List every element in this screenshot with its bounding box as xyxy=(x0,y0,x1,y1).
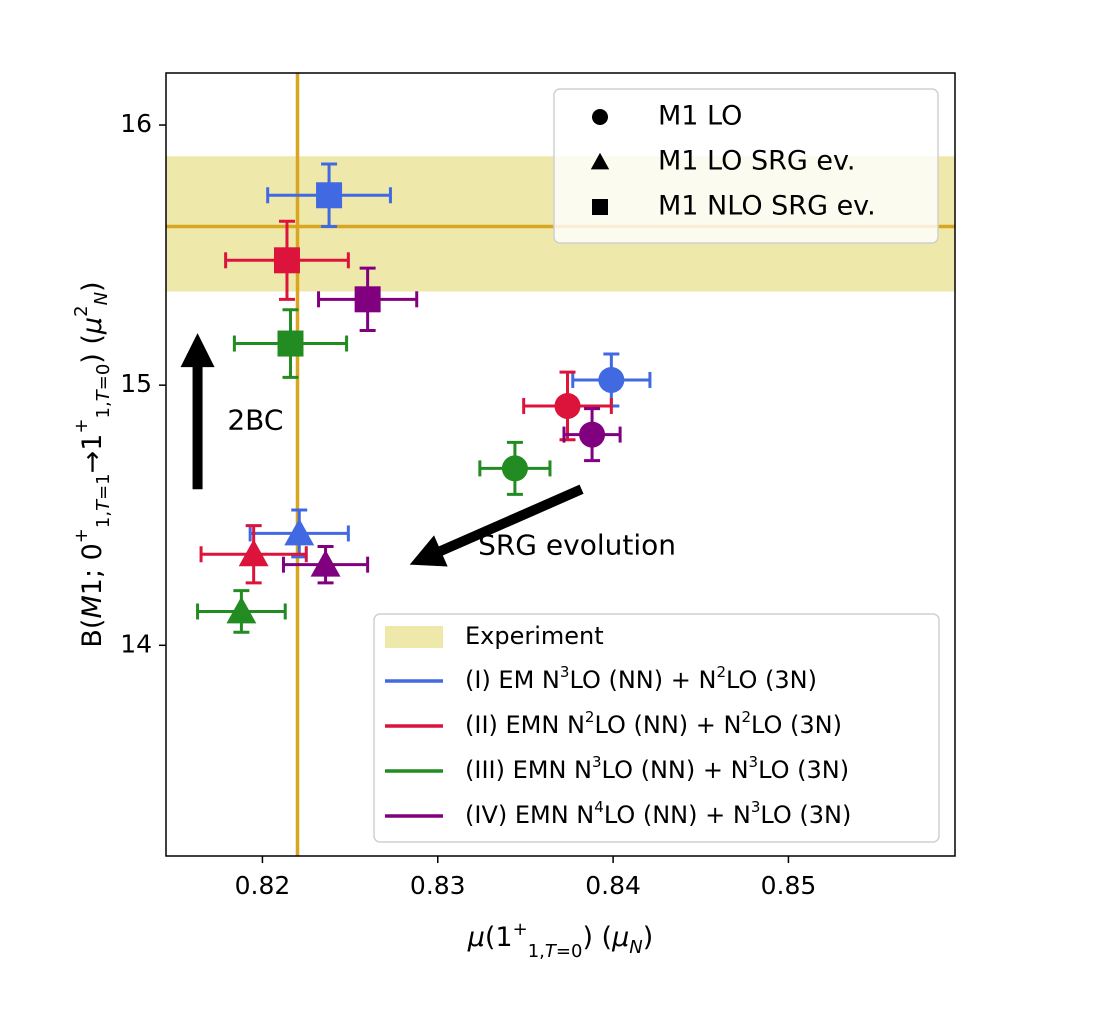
marker-legend-label: M1 LO SRG ev. xyxy=(658,146,855,177)
annotation-arrow-2 xyxy=(409,484,584,567)
marker-legend: M1 LO M1 LO SRG ev. M1 NLO SRG ev. xyxy=(553,88,939,244)
point-circle xyxy=(579,421,606,448)
point-circle xyxy=(501,455,528,482)
legend-layer: M1 LO M1 LO SRG ev. M1 NLO SRG ev. Experime… xyxy=(373,88,940,843)
annotation-layer: 2BC SRG evolution xyxy=(180,333,676,567)
marker-legend-label: M1 NLO SRG ev. xyxy=(658,191,876,222)
marker-legend-box xyxy=(553,88,939,244)
legend-series-label: (II) EMN N2LO (NN) + N2LO (3N) xyxy=(465,708,842,740)
axis-titles-layer: μ(1+1,T=0) (μN) B(M1; 0+1,T=1→1+1,T=0) (μ… xyxy=(71,281,653,962)
point-triangle xyxy=(310,549,341,577)
series-4 xyxy=(281,266,622,585)
point-square xyxy=(273,247,300,274)
point-square xyxy=(316,182,343,209)
annotation-label: 2BC xyxy=(227,404,283,437)
x-tick-label: 0.83 xyxy=(410,871,466,900)
y-tick-label: 16 xyxy=(120,109,152,138)
legend-square-icon xyxy=(592,199,608,215)
series-1 xyxy=(248,162,652,559)
legend-circle-icon xyxy=(592,109,608,125)
axes-frame xyxy=(165,72,956,857)
series-legend-box xyxy=(373,613,940,843)
point-triangle xyxy=(238,539,269,567)
series-legend: Experiment (I) EM N3LO (NN) + N2LO (3N) (I… xyxy=(373,613,940,843)
x-tick-label: 0.84 xyxy=(585,871,641,900)
legend-experiment-swatch xyxy=(385,626,443,648)
point-circle xyxy=(598,366,625,393)
y-tick-label: 14 xyxy=(120,629,152,658)
series-2 xyxy=(199,219,613,585)
annotation-label: SRG evolution xyxy=(478,528,676,561)
legend-experiment-label: Experiment xyxy=(465,622,604,650)
legend-triangle-icon xyxy=(590,152,610,170)
point-circle xyxy=(554,392,581,419)
series-layer xyxy=(196,162,652,634)
legend-series-label: (III) EMN N3LO (NN) + N3LO (3N) xyxy=(465,753,849,785)
y-axis-title: B(M1; 0+1,T=1→1+1,T=0) (μ2N) xyxy=(71,281,114,647)
marker-legend-label: M1 LO xyxy=(658,101,742,132)
annotation-arrow-1 xyxy=(180,333,215,490)
series-3 xyxy=(196,308,552,634)
point-triangle xyxy=(284,518,315,546)
x-axis-title: μ(1+1,T=0) (μN) xyxy=(467,919,654,962)
y-axis-title-group: B(M1; 0+1,T=1→1+1,T=0) (μ2N) xyxy=(71,281,114,647)
legend-series-label: (I) EM N3LO (NN) + N2LO (3N) xyxy=(465,663,817,695)
x-tick-label: 0.82 xyxy=(235,871,291,900)
legend-series-label: (IV) EMN N4LO (NN) + N3LO (3N) xyxy=(465,798,851,830)
ticks-layer: 0.82 0.83 0.84 0.85 14 15 16 xyxy=(120,109,816,900)
point-triangle xyxy=(226,596,257,624)
y-tick-label: 15 xyxy=(120,369,152,398)
point-square xyxy=(354,286,381,313)
x-tick-label: 0.85 xyxy=(761,871,817,900)
point-square xyxy=(277,330,304,357)
